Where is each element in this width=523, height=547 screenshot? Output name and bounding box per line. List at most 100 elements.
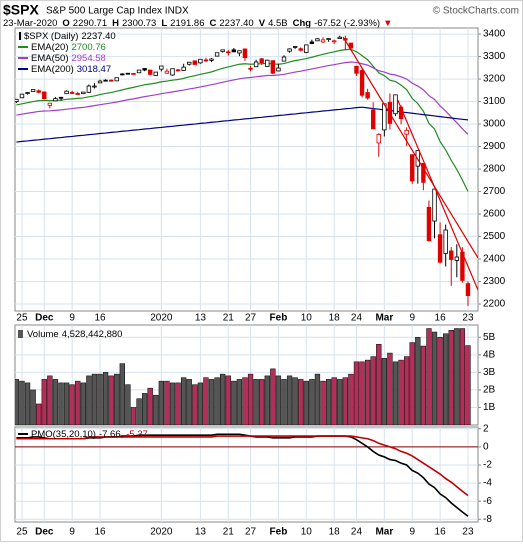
candle-body bbox=[58, 96, 64, 99]
volume-bar bbox=[175, 382, 181, 425]
candle-body bbox=[81, 91, 86, 95]
x-tick-label: 27 bbox=[245, 313, 257, 324]
volume-bar bbox=[147, 387, 153, 425]
candle-body bbox=[259, 58, 264, 64]
volume-bar bbox=[63, 382, 70, 425]
candle-body bbox=[64, 90, 69, 95]
candle-body bbox=[226, 51, 231, 54]
x-tick-label: Mar bbox=[375, 313, 393, 324]
candle-body bbox=[265, 59, 270, 67]
candle-body bbox=[187, 61, 192, 65]
volume-bar bbox=[426, 328, 432, 425]
volume-bar bbox=[443, 333, 449, 425]
candle-body bbox=[136, 69, 142, 74]
volume-bar bbox=[19, 380, 25, 425]
x-tick-label: 9 bbox=[409, 313, 415, 324]
volume-bar bbox=[264, 375, 270, 425]
candle-body bbox=[209, 58, 214, 61]
change-arrow: ▼ bbox=[383, 18, 392, 29]
volume-bar bbox=[454, 328, 460, 425]
volume-bar bbox=[75, 380, 81, 425]
volume-bar bbox=[259, 379, 265, 425]
volume-bar bbox=[247, 373, 254, 425]
volume-bar bbox=[286, 375, 293, 425]
volume-bar bbox=[158, 380, 164, 425]
x-tick-label: 27 bbox=[245, 527, 257, 538]
candle-body bbox=[432, 188, 437, 222]
chart-title: $SPX bbox=[3, 2, 39, 18]
volume-bar bbox=[125, 384, 131, 425]
volume-bar bbox=[270, 368, 276, 425]
volume-bar bbox=[281, 379, 287, 425]
volume-bar bbox=[381, 358, 388, 425]
volume-bar bbox=[80, 382, 86, 425]
volume-bar bbox=[342, 377, 348, 425]
volume-bar bbox=[331, 377, 337, 425]
volume-bar bbox=[387, 352, 393, 425]
candle-body bbox=[103, 79, 108, 82]
candle-body bbox=[198, 58, 203, 64]
candle-body bbox=[86, 85, 92, 93]
volume-bar bbox=[214, 377, 220, 425]
legend-value: 2237.40 bbox=[81, 31, 115, 42]
volume-bar bbox=[97, 373, 103, 425]
x-tick-label: Mar bbox=[375, 527, 393, 538]
x-tick-label: Dec bbox=[35, 527, 54, 538]
x-tick-label: 9 bbox=[69, 527, 75, 538]
candle-body bbox=[92, 85, 97, 88]
volume-bar bbox=[292, 377, 298, 425]
candle-body bbox=[120, 73, 125, 76]
y-tick-label: 0 bbox=[483, 442, 489, 453]
candle-body bbox=[231, 49, 237, 53]
candle-body bbox=[359, 70, 365, 96]
legend-entry: PMO(35,20,10) -7.66, -5.37 bbox=[31, 429, 148, 440]
y-tick-label: 2400 bbox=[483, 254, 506, 265]
x-tick-label: 9 bbox=[409, 527, 415, 538]
y-tick-label: 2B bbox=[483, 385, 496, 396]
candle-body bbox=[170, 68, 175, 76]
candle-body bbox=[287, 48, 292, 52]
volume-bar bbox=[141, 393, 148, 425]
volume-bar bbox=[130, 407, 137, 425]
candle-body bbox=[337, 36, 342, 39]
volume-bar bbox=[398, 359, 404, 425]
x-tick-label: 21 bbox=[223, 527, 235, 538]
candle-body bbox=[281, 56, 287, 62]
volume-bar bbox=[431, 331, 438, 425]
volume-bar bbox=[24, 382, 31, 425]
candle-body bbox=[298, 48, 303, 51]
volume-bar bbox=[186, 379, 192, 425]
legend-value: 2700.76 bbox=[71, 42, 105, 53]
x-tick-label: Feb bbox=[270, 527, 288, 538]
candle-body bbox=[53, 98, 58, 102]
trend-line bbox=[342, 36, 478, 259]
x-tick-label: 2020 bbox=[150, 527, 173, 538]
volume-bar bbox=[192, 384, 198, 425]
volume-bar bbox=[465, 345, 471, 425]
candle-body bbox=[315, 38, 320, 42]
y-tick-label: 3B bbox=[483, 367, 496, 378]
volume-bar bbox=[86, 375, 92, 425]
y-tick-label: 2800 bbox=[483, 164, 506, 175]
legend-value: 3018.47 bbox=[77, 64, 111, 75]
ema-line bbox=[16, 106, 469, 143]
legend-value: 4,528,442,880 bbox=[62, 329, 123, 340]
candle-body bbox=[159, 65, 164, 70]
legend-name: $SPX (Daily) bbox=[24, 31, 78, 42]
candle-body bbox=[309, 41, 315, 44]
candle-body bbox=[410, 154, 415, 182]
y-tick-label: 1B bbox=[483, 402, 496, 413]
volume-bar bbox=[404, 356, 410, 425]
legend-value: 2954.58 bbox=[71, 53, 105, 64]
volume-bar bbox=[47, 375, 53, 425]
candle-body bbox=[125, 72, 131, 75]
candle-body bbox=[75, 93, 80, 95]
candle-body bbox=[69, 91, 75, 94]
x-tick-label: 21 bbox=[223, 313, 235, 324]
volume-bar bbox=[275, 375, 282, 425]
volume-bar bbox=[231, 380, 237, 425]
legend-entry: Volume 4,528,442,880 bbox=[27, 329, 122, 340]
y-tick-label: 3300 bbox=[483, 51, 506, 62]
plot bbox=[15, 35, 478, 306]
volume-bar bbox=[30, 389, 36, 425]
